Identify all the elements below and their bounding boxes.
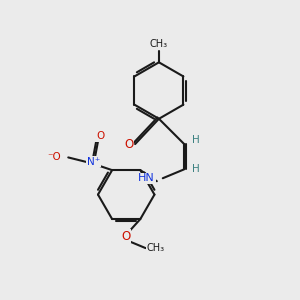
Text: H: H — [192, 164, 199, 174]
Text: N⁺: N⁺ — [87, 157, 100, 167]
Text: CH₃: CH₃ — [147, 243, 165, 253]
Text: H: H — [192, 136, 199, 146]
Text: CH₃: CH₃ — [150, 39, 168, 49]
Text: O: O — [124, 138, 133, 151]
Text: O: O — [96, 131, 104, 141]
Text: ⁻O: ⁻O — [47, 152, 61, 162]
Text: HN: HN — [138, 173, 155, 183]
Text: O: O — [122, 230, 131, 243]
